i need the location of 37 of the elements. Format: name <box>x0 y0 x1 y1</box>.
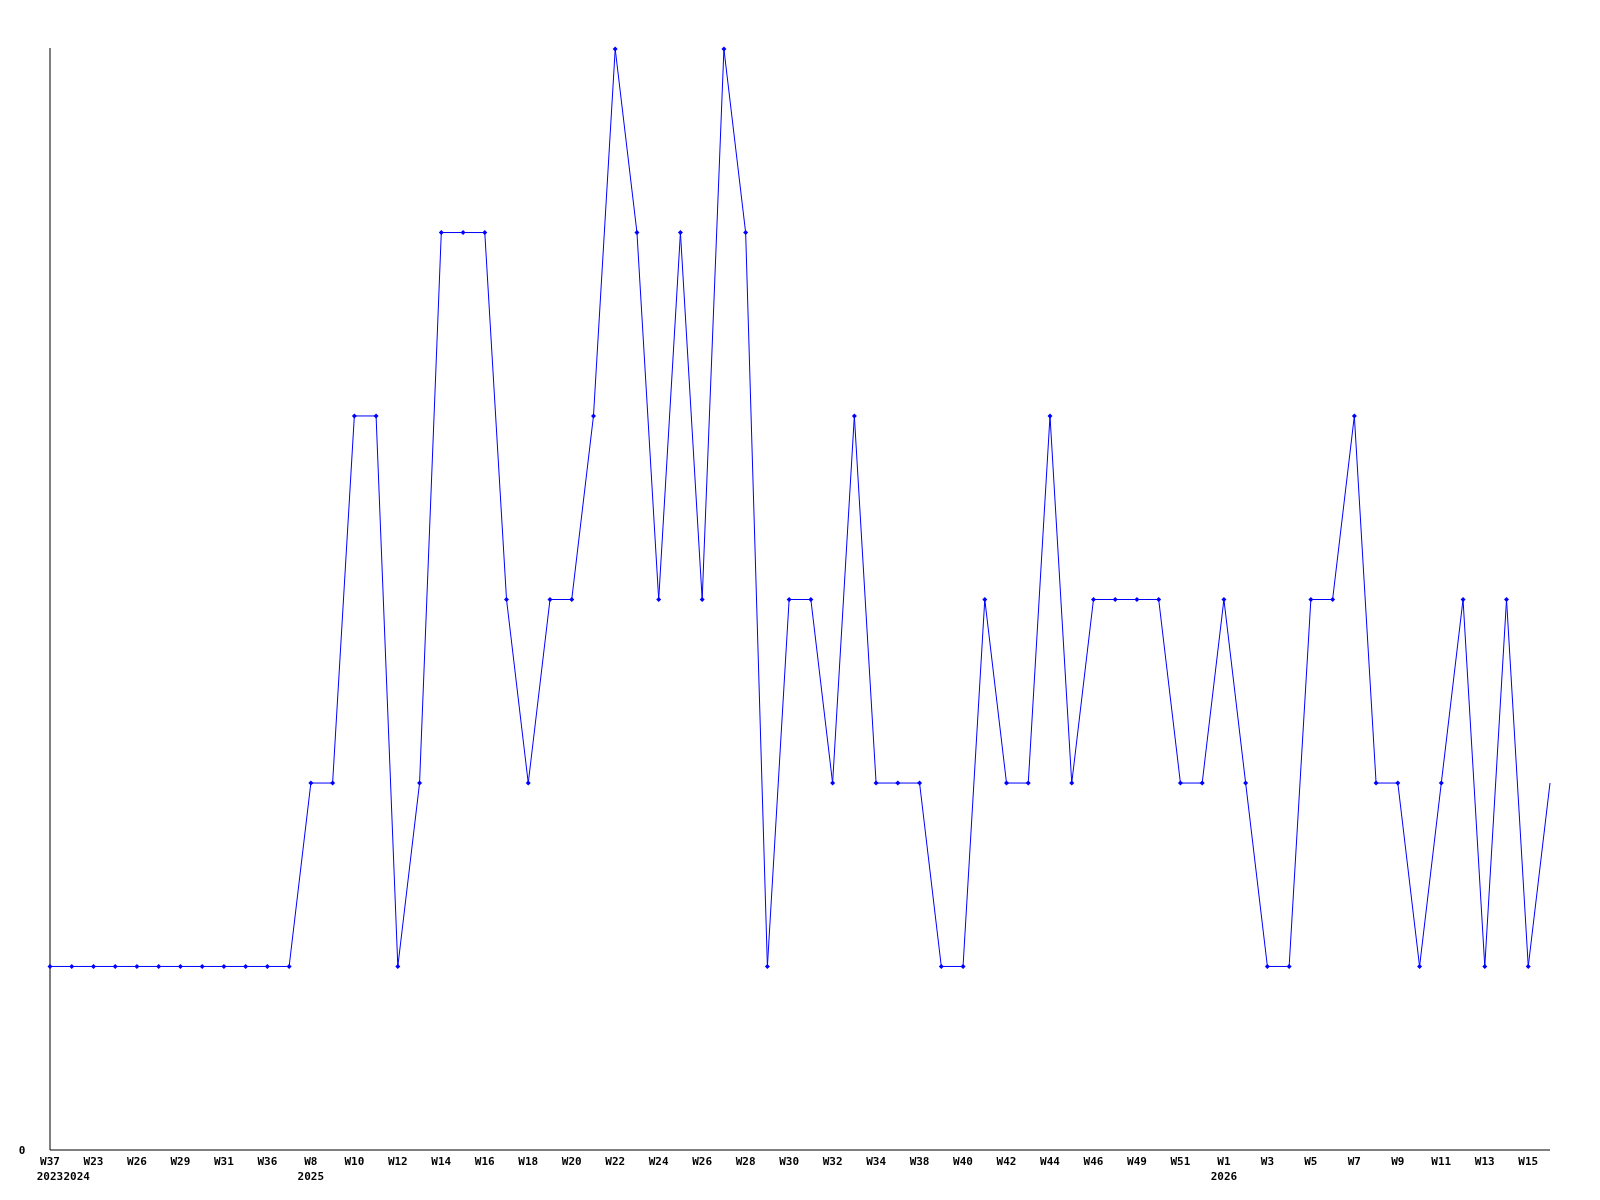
x-tick-label: W5 <box>1304 1155 1318 1168</box>
x-tick-label: W24 <box>648 1155 669 1168</box>
x-tick-label: W10 <box>344 1155 365 1168</box>
x-tick-label: W30 <box>779 1155 800 1168</box>
x-tick-label: W3 <box>1260 1155 1275 1168</box>
x-tick-label: W16 <box>474 1155 496 1168</box>
x-tick-label: W34 <box>866 1155 887 1168</box>
x-tick-label: W14 <box>431 1155 452 1168</box>
x-tick-label: W46 <box>1083 1155 1104 1168</box>
x-tick-label: W9 <box>1391 1155 1405 1168</box>
x-tick-label: W20 <box>561 1155 582 1168</box>
x-tick-label: W1 2026 <box>1210 1155 1238 1183</box>
x-tick-label: W18 <box>518 1155 539 1168</box>
x-tick-label: W40 <box>953 1155 973 1168</box>
text: 0 <box>18 1144 26 1157</box>
x-tick-label: W28 <box>735 1155 756 1168</box>
x-tick-label: 2024 <box>63 1170 91 1183</box>
x-tick-label: W8 2025 <box>297 1155 325 1183</box>
x-tick-label: W42 <box>996 1155 1017 1168</box>
x-tick-label: W51 <box>1170 1155 1191 1168</box>
x-tick-label: W12 <box>387 1155 408 1168</box>
x-tick-label: W15 <box>1518 1155 1539 1168</box>
x-tick-label: W23 <box>83 1155 104 1168</box>
x-tick-label: W26 <box>127 1155 148 1168</box>
x-tick-label: W26 <box>692 1155 713 1168</box>
x-tick-label: W37 2023 <box>36 1155 64 1183</box>
x-tick-label: W22 <box>605 1155 626 1168</box>
x-tick-label: W44 <box>1040 1155 1061 1168</box>
x-tick-label: W31 <box>213 1155 235 1168</box>
x-tick-label: W11 <box>1431 1155 1452 1168</box>
x-tick-label: W32 <box>822 1155 843 1168</box>
x-tick-label: W38 <box>909 1155 930 1168</box>
x-tick-label: W13 <box>1474 1155 1495 1168</box>
x-tick-label: W7 <box>1347 1155 1361 1168</box>
x-tick-label: W36 <box>257 1155 278 1168</box>
x-tick-label: W29 <box>170 1155 191 1168</box>
x-tick-label: W49 <box>1127 1155 1147 1168</box>
